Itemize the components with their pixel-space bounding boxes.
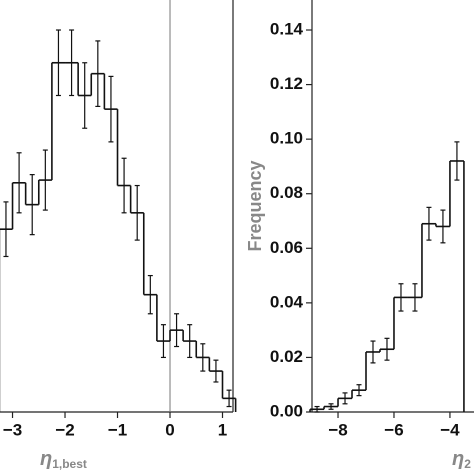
y-tick-label: 0.06 <box>270 238 303 257</box>
panel: −8 −6 −4 0.00 0.02 0.04 0.06 0.08 0.10 0.12 0.14 η2… <box>245 0 474 471</box>
y-tick-label: 0.00 <box>270 401 303 420</box>
x-tick-label: −3 <box>3 420 22 439</box>
y-tick-label: 0.02 <box>270 347 303 366</box>
x-tick-label: 0 <box>165 420 174 439</box>
x-tick-label: −8 <box>328 420 347 439</box>
x-axis-label-subscript: 2 <box>464 457 471 471</box>
y-tick-label: 0.14 <box>270 19 304 38</box>
x-axis-label-subscript: 1,best <box>52 457 87 471</box>
x-axis-label: η2 <box>452 448 471 471</box>
x-axis-label: η1,best <box>40 448 87 471</box>
y-tick-label: 0.10 <box>270 129 303 148</box>
x-tick-label: −6 <box>384 420 403 439</box>
x-tick-label: 1 <box>218 420 227 439</box>
y-tick-label: 0.12 <box>270 74 303 93</box>
x-axis-label-symbol: η <box>40 448 52 470</box>
x-tick-label: −1 <box>108 420 127 439</box>
x-axis-label-symbol: η <box>452 448 464 470</box>
panel: −3 −2 −1 0 1 η1,best <box>0 0 237 471</box>
y-axis-label: Frequency <box>245 160 265 251</box>
y-tick-label: 0.08 <box>270 183 303 202</box>
y-tick-label: 0.04 <box>270 292 304 311</box>
x-tick-label: −4 <box>440 420 460 439</box>
x-tick-label: −2 <box>55 420 74 439</box>
